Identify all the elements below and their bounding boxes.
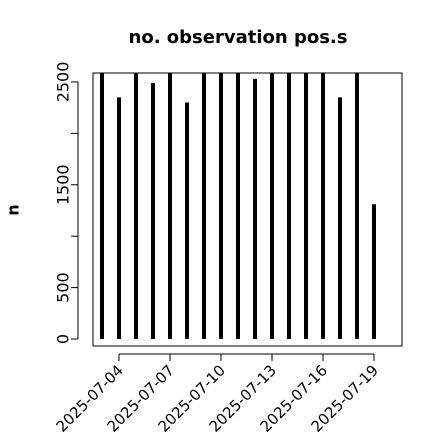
y-tick-label: 2500: [54, 62, 73, 103]
plot-area: [100, 73, 376, 340]
chart-title: no. observation pos.s: [129, 27, 348, 48]
y-tick-label: 500: [54, 272, 73, 303]
y-tick-label: 0: [54, 334, 73, 344]
y-axis-label: n: [4, 204, 23, 215]
y-tick-label: 1500: [54, 164, 73, 205]
plot-frame: [92, 72, 403, 347]
